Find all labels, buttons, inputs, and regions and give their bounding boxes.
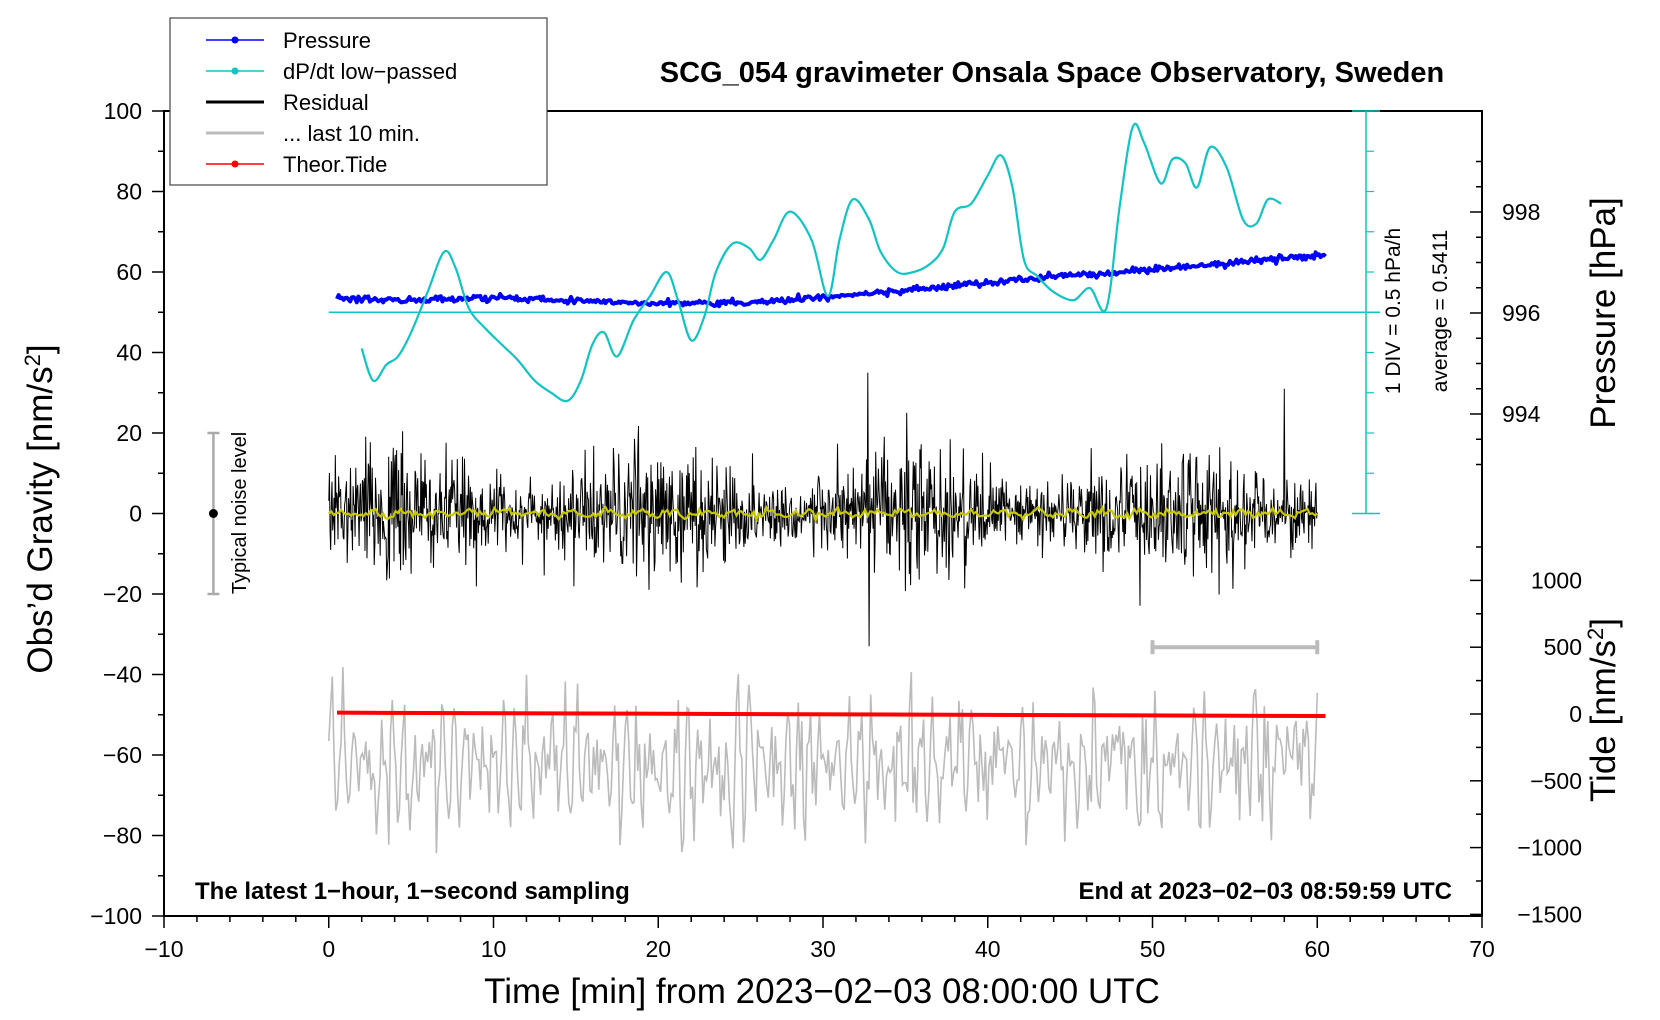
x-axis-label: Time [min] from 2023−02−03 08:00:00 UTC: [484, 972, 1160, 1011]
x-tick-label: 0: [322, 936, 335, 962]
residual-line: [328, 372, 1318, 647]
sampling-annotation: The latest 1−hour, 1−second sampling: [195, 878, 630, 905]
y-tick-label: −80: [103, 823, 142, 849]
legend-item: Residual: [206, 90, 369, 115]
noise-center-dot: [208, 509, 218, 518]
tide-tick-label: −1500: [1517, 901, 1582, 927]
x-tick-label: 60: [1304, 936, 1330, 962]
legend-item: dP/dt low−passed: [206, 59, 457, 84]
end-time-annotation: End at 2023−02−03 08:59:59 UTC: [1078, 878, 1452, 905]
y-tick-label: −60: [103, 742, 142, 768]
y-tick-label: 40: [116, 340, 142, 366]
residual-smooth-line: [328, 504, 1318, 525]
last-10-min-bar: [1150, 640, 1320, 655]
last-10-min-series: [328, 667, 1319, 854]
noise-level-label: Typical noise level: [229, 432, 251, 594]
residual-series: [328, 372, 1318, 647]
y-axis-pressure: 998 996 994: [1470, 160, 1541, 466]
last-10-min-line: [328, 667, 1319, 854]
residual-smooth-series: [328, 504, 1318, 525]
dpdt-series: [360, 122, 1282, 403]
div-annotation: 1 DIV = 0.5 hPa/h: [1382, 228, 1405, 394]
x-tick-label: 70: [1469, 936, 1495, 962]
legend-label: Residual: [283, 90, 369, 115]
y-axis-tide: 1000 500 0 −500 −1000 −1500: [1470, 546, 1582, 927]
y-axis-label-gravity: Obs’d Gravity [nm/s2]: [20, 344, 60, 673]
dpdt-line: [360, 122, 1282, 403]
y-tick-label: −100: [90, 903, 142, 929]
x-tick-label: 10: [481, 936, 507, 962]
legend-item: ... last 10 min.: [206, 121, 420, 146]
tide-tick-label: −500: [1530, 768, 1582, 794]
y-tick-label: −20: [103, 581, 142, 607]
legend-swatch-marker: [231, 67, 239, 75]
legend-label: Pressure: [283, 28, 371, 53]
x-tick-label: −10: [144, 936, 183, 962]
tide-tick-label: −1000: [1517, 835, 1582, 861]
y-axis-label-pressure: Pressure [hPa]: [1584, 197, 1623, 429]
legend-item: Pressure: [206, 28, 371, 53]
y-axis-gravity: 100 80 60 40 20 0 −20 −40 −60 −80 −100: [90, 98, 164, 929]
y-tick-label: 0: [129, 501, 142, 527]
pressure-tick-label: 994: [1502, 401, 1541, 427]
pressure-line: [335, 250, 1327, 309]
legend-label: ... last 10 min.: [283, 121, 420, 146]
tide-series: [336, 710, 1326, 719]
x-tick-label: 40: [975, 936, 1001, 962]
pressure-tick-label: 996: [1502, 300, 1540, 326]
tide-tick-label: 0: [1569, 701, 1582, 727]
legend-swatch-marker: [231, 36, 239, 44]
legend-swatch-marker: [231, 160, 239, 168]
tide-tick-label: 500: [1544, 634, 1582, 660]
legend-label: Theor.Tide: [283, 152, 387, 177]
tide-line: [336, 710, 1326, 719]
x-tick-label: 20: [645, 936, 671, 962]
y-tick-label: 80: [116, 179, 142, 205]
legend: Pressure dP/dt low−passed Residual ... last…: [169, 17, 548, 186]
average-annotation: average = 0.5411: [1429, 230, 1452, 393]
y-tick-label: 100: [104, 98, 142, 124]
x-tick-label: 30: [810, 936, 836, 962]
noise-level-indicator: [207, 431, 220, 596]
y-tick-label: 60: [116, 259, 142, 285]
x-tick-label: 50: [1140, 936, 1166, 962]
pressure-series: [335, 250, 1327, 309]
y-tick-label: 20: [116, 420, 142, 446]
y-axis-label-tide: Tide [nm/s2]: [1583, 618, 1623, 802]
x-axis: −10 0 10 20 30 40 50 60 70: [144, 916, 1495, 962]
chart-title: SCG_054 gravimeter Onsala Space Observat…: [660, 57, 1444, 89]
legend-label: dP/dt low−passed: [283, 59, 457, 84]
y-tick-label: −40: [103, 662, 142, 688]
legend-item: Theor.Tide: [206, 152, 387, 177]
dpdt-axis: [328, 110, 1380, 515]
pressure-tick-label: 998: [1502, 199, 1540, 225]
tide-tick-label: 1000: [1531, 567, 1582, 593]
